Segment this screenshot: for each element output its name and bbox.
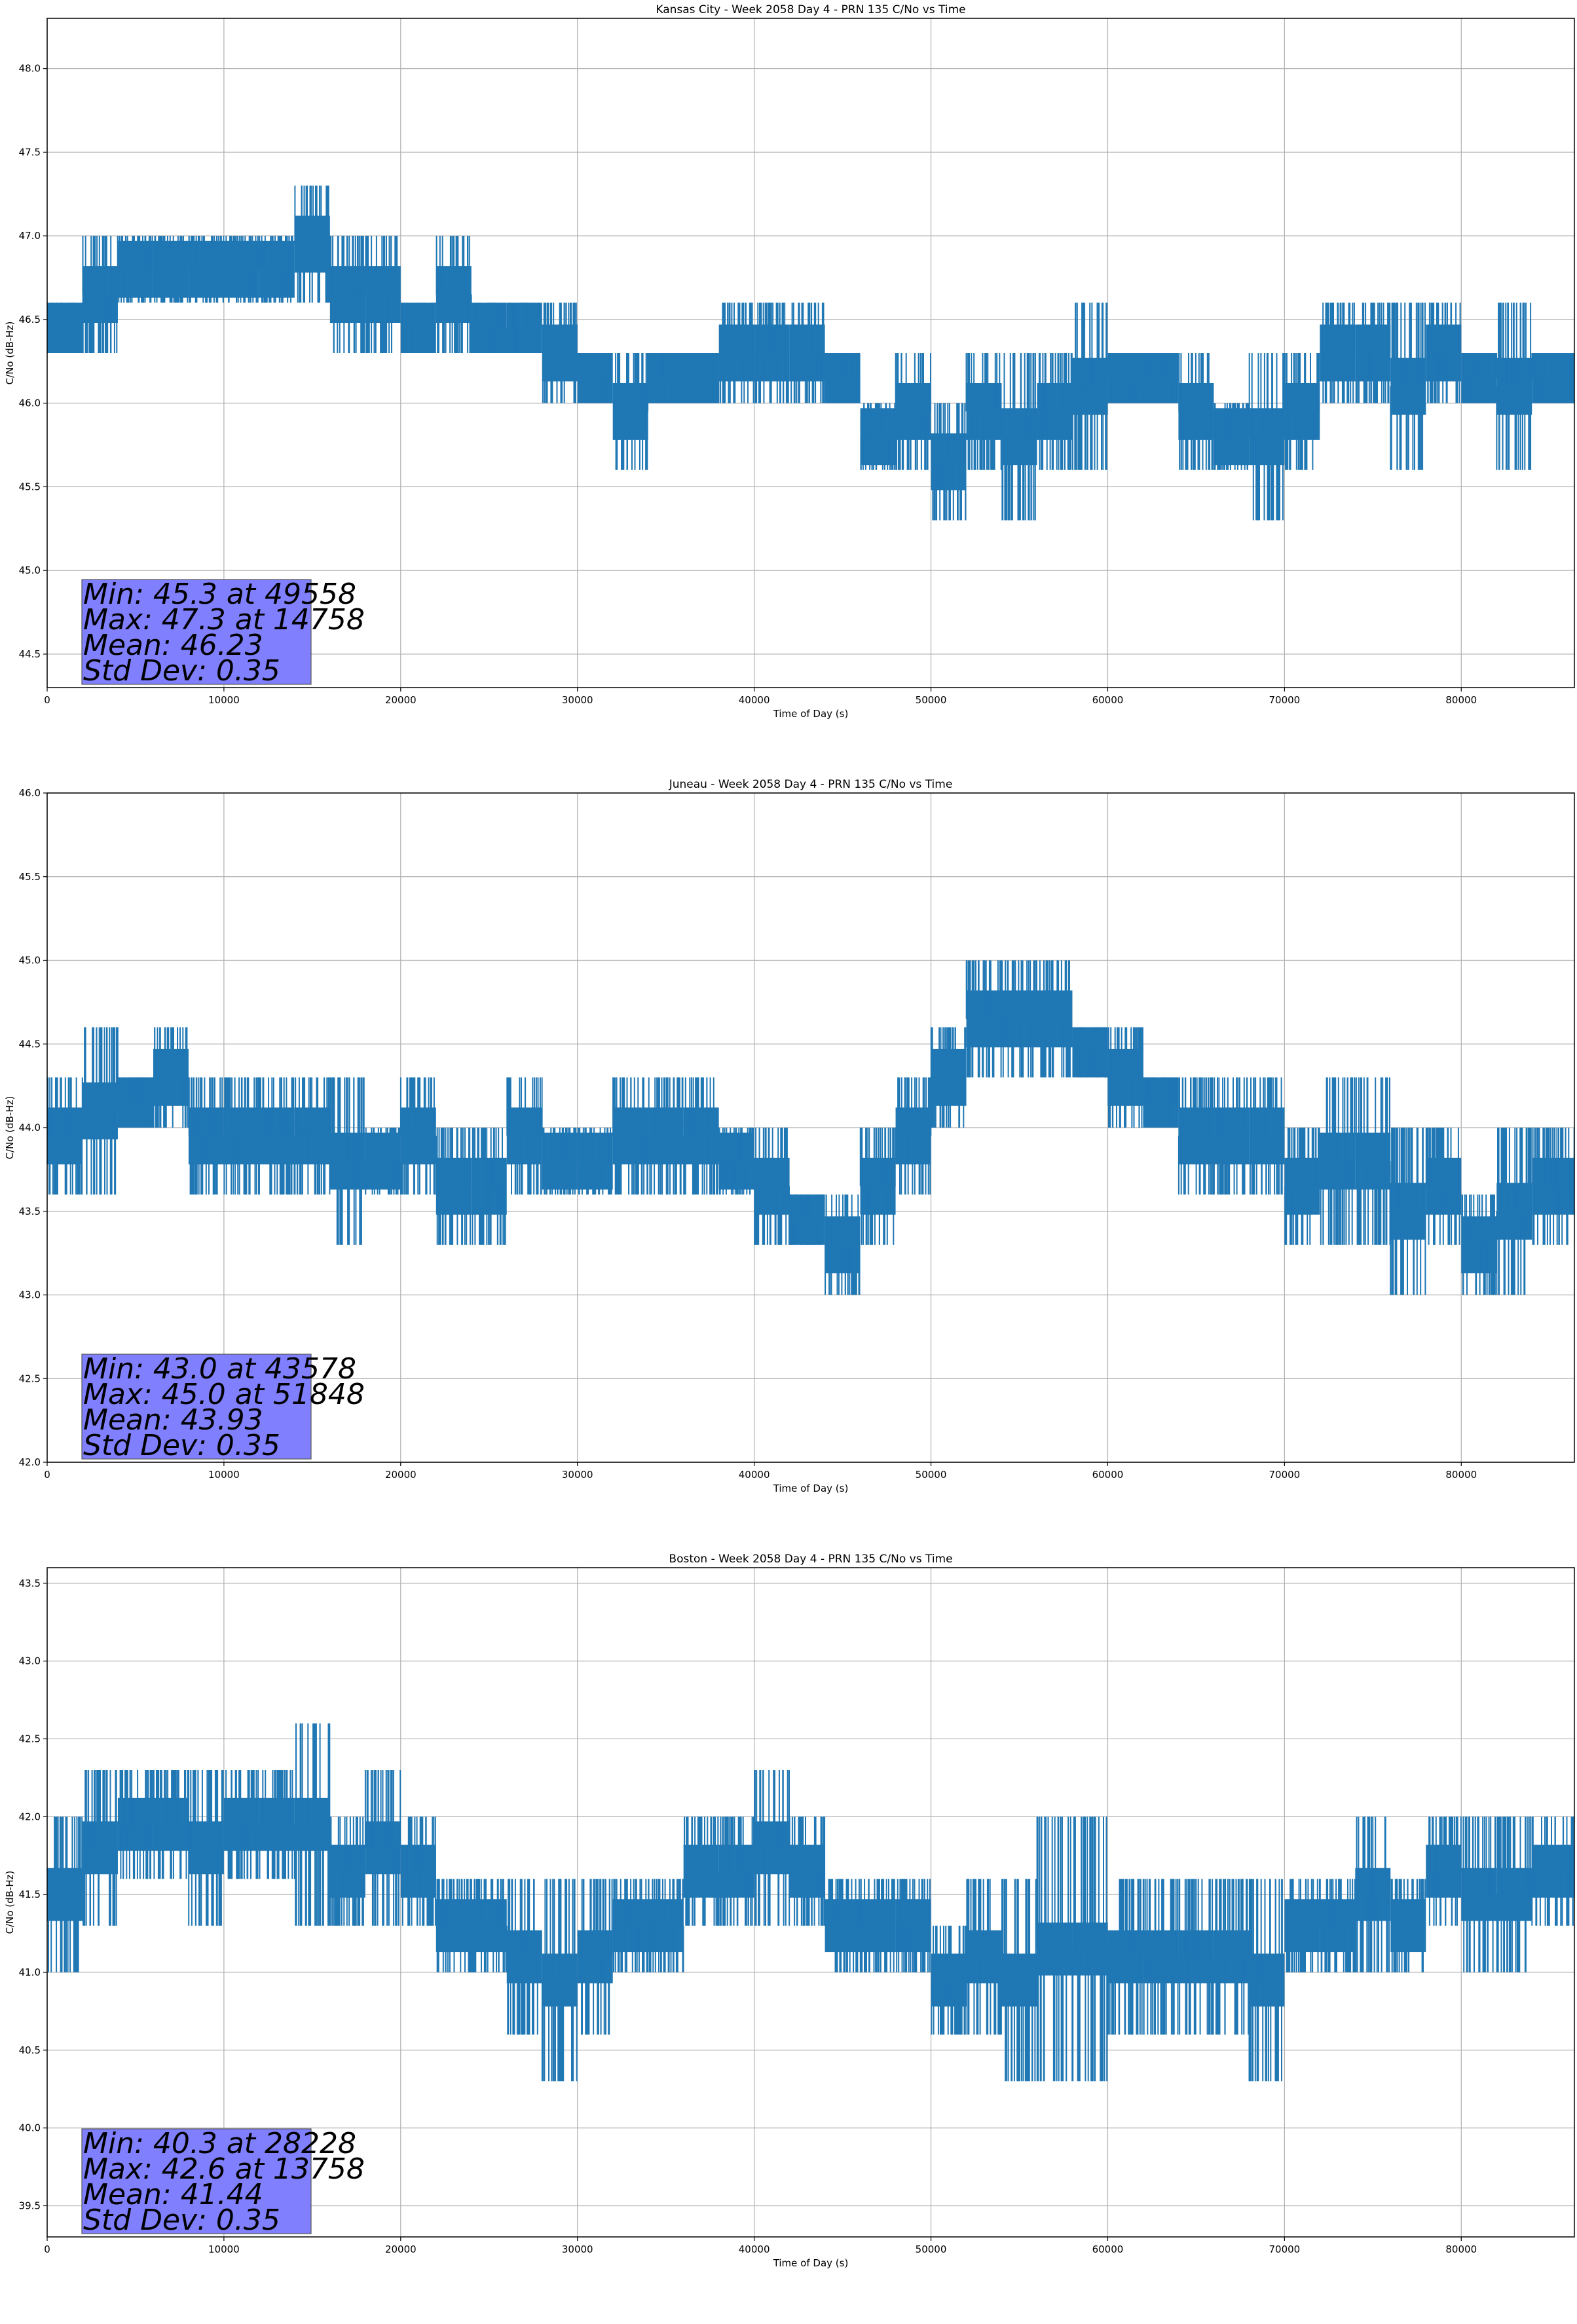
x-tick-label: 20000 (385, 694, 417, 706)
x-axis-label: Time of Day (s) (773, 708, 849, 720)
y-tick-label: 45.0 (19, 955, 41, 967)
chart-boston: Boston - Week 2058 Day 4 - PRN 135 C/No … (4, 1553, 1575, 2269)
chart-title: Juneau - Week 2058 Day 4 - PRN 135 C/No … (669, 778, 953, 791)
x-tick-label: 10000 (208, 694, 240, 706)
gridlines (46, 1568, 1574, 2237)
y-tick-label: 44.5 (19, 648, 41, 660)
y-tick-label: 44.0 (19, 1122, 41, 1134)
y-tick-label: 39.5 (19, 2200, 41, 2211)
stats-min: Min: 40.3 at 28228 (83, 2127, 356, 2160)
chart-title: Boston - Week 2058 Day 4 - PRN 135 C/No … (669, 1553, 952, 1566)
y-tick-label: 40.0 (19, 2122, 41, 2134)
ticks: 0 10000 20000 30000 40000 50000 60000 70000 8000… (19, 63, 1477, 706)
ticks: 0 10000 20000 30000 40000 50000 60000 70000 8000… (19, 787, 1477, 1481)
y-axis-label: C/No (dB-Hz) (4, 1096, 16, 1160)
series-cno (47, 960, 1574, 1295)
x-tick-label: 0 (44, 694, 50, 706)
y-tick-label: 45.5 (19, 481, 41, 492)
x-tick-label: 40000 (739, 1469, 770, 1481)
x-tick-label: 50000 (916, 694, 947, 706)
stats-mean: Mean: 46.23 (83, 629, 263, 662)
stats-std-dev: Std Dev: 0.35 (83, 654, 280, 688)
ticks: 0 10000 20000 30000 40000 50000 60000 70000 8000… (19, 1577, 1477, 2255)
x-tick-label: 70000 (1269, 2243, 1300, 2255)
x-tick-label: 80000 (1445, 1469, 1477, 1481)
x-tick-label: 50000 (916, 2243, 947, 2255)
y-tick-label: 42.0 (19, 1811, 41, 1822)
y-tick-label: 42.5 (19, 1733, 41, 1744)
y-tick-label: 47.0 (19, 230, 41, 242)
series-cno (47, 185, 1574, 521)
chart-juneau: Juneau - Week 2058 Day 4 - PRN 135 C/No … (4, 778, 1575, 1494)
y-tick-label: 43.0 (19, 1655, 41, 1667)
x-tick-label: 70000 (1269, 1469, 1300, 1481)
x-axis-label: Time of Day (s) (773, 2257, 849, 2269)
y-tick-label: 42.5 (19, 1373, 41, 1384)
x-tick-label: 0 (44, 1469, 50, 1481)
y-tick-label: 48.0 (19, 63, 41, 75)
y-tick-label: 43.5 (19, 1206, 41, 1217)
y-tick-label: 47.5 (19, 146, 41, 158)
stats-box (81, 579, 312, 685)
x-tick-label: 40000 (739, 2243, 770, 2255)
x-tick-label: 0 (44, 2243, 50, 2255)
y-tick-label: 41.5 (19, 1889, 41, 1900)
stats-box (81, 1354, 312, 1460)
stats-max: Max: 45.0 at 51848 (83, 1378, 365, 1411)
x-tick-label: 70000 (1269, 694, 1300, 706)
series-band (117, 240, 153, 298)
x-tick-label: 60000 (1092, 2243, 1124, 2255)
y-tick-label: 43.0 (19, 1289, 41, 1301)
stats-min: Min: 45.3 at 49558 (83, 578, 356, 611)
series-cno (47, 1723, 1574, 2082)
y-tick-label: 45.5 (19, 871, 41, 883)
x-tick-label: 20000 (385, 2243, 417, 2255)
x-tick-label: 50000 (916, 1469, 947, 1481)
y-tick-label: 42.0 (19, 1456, 41, 1468)
x-tick-label: 10000 (208, 1469, 240, 1481)
y-tick-label: 46.0 (19, 787, 41, 799)
x-tick-label: 30000 (562, 2243, 593, 2255)
x-tick-label: 30000 (562, 694, 593, 706)
x-tick-label: 10000 (208, 2243, 240, 2255)
y-tick-label: 44.5 (19, 1038, 41, 1050)
x-tick-label: 60000 (1092, 694, 1124, 706)
chart-title: Kansas City - Week 2058 Day 4 - PRN 135 … (656, 3, 965, 16)
y-tick-label: 46.0 (19, 397, 41, 409)
y-tick-label: 46.5 (19, 314, 41, 325)
y-tick-label: 43.5 (19, 1577, 41, 1589)
stats-min: Min: 43.0 at 43578 (83, 1352, 356, 1386)
x-tick-label: 80000 (1445, 694, 1477, 706)
x-axis-label: Time of Day (s) (773, 1483, 849, 1494)
x-tick-label: 20000 (385, 1469, 417, 1481)
series-line (47, 185, 1574, 521)
stats-max: Max: 47.3 at 14758 (83, 603, 365, 636)
x-tick-label: 30000 (562, 1469, 593, 1481)
chart-kansas-city: Kansas City - Week 2058 Day 4 - PRN 135 … (4, 3, 1575, 720)
y-axis-label: C/No (dB-Hz) (4, 322, 16, 385)
x-tick-label: 40000 (739, 694, 770, 706)
stats-mean: Mean: 43.93 (83, 1403, 263, 1437)
stats-max: Max: 42.6 at 13758 (83, 2152, 365, 2186)
series-line (48, 1723, 1574, 2082)
stats-mean: Mean: 41.44 (83, 2178, 263, 2211)
series-line (47, 960, 1574, 1295)
x-tick-label: 60000 (1092, 1469, 1124, 1481)
stats-std-dev: Std Dev: 0.35 (83, 1429, 280, 1462)
axes-frame (46, 1567, 1575, 2238)
y-tick-label: 45.0 (19, 564, 41, 576)
stats-box (81, 2128, 312, 2234)
axes-frame (46, 18, 1575, 688)
y-tick-label: 40.5 (19, 2044, 41, 2056)
y-axis-label: C/No (dB-Hz) (4, 1871, 16, 1934)
stats-std-dev: Std Dev: 0.35 (83, 2204, 280, 2237)
y-tick-label: 41.0 (19, 1966, 41, 1978)
x-tick-label: 80000 (1445, 2243, 1477, 2255)
